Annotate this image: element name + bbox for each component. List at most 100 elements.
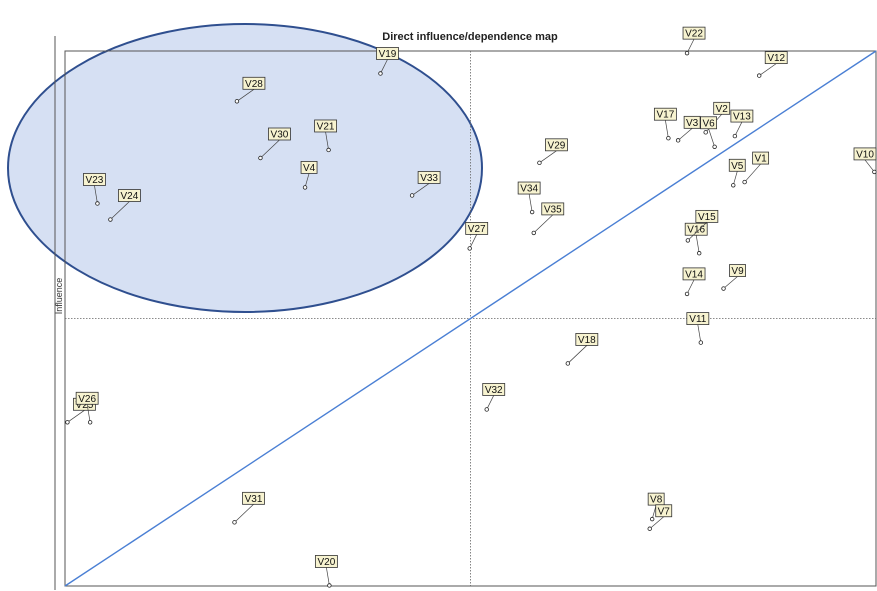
point-label-box — [700, 116, 718, 130]
data-point-v29: V29 — [537, 138, 568, 166]
point-marker — [712, 144, 717, 149]
point-marker — [742, 179, 747, 185]
data-point-v7: V7 — [647, 504, 673, 531]
point-label-box — [545, 138, 568, 152]
leader-line — [110, 201, 130, 220]
leader-line — [649, 516, 664, 530]
point-marker — [703, 130, 708, 135]
point-label-box — [242, 76, 266, 90]
point-marker — [537, 160, 542, 166]
point-label-box — [376, 47, 399, 60]
data-point-v18: V18 — [565, 333, 599, 366]
point-label: V10 — [856, 149, 874, 160]
point-marker — [647, 526, 652, 531]
data-point-v23: V23 — [83, 173, 106, 206]
point-label-box — [853, 147, 877, 161]
leader-line — [380, 59, 388, 74]
point-label: V25 — [76, 400, 94, 411]
point-label: V4 — [303, 163, 316, 174]
data-point-v34: V34 — [517, 181, 541, 215]
data-point-v13: V13 — [730, 109, 754, 139]
point-label: V35 — [544, 204, 562, 215]
point-marker — [649, 516, 655, 522]
point-label-box — [75, 391, 99, 405]
point-label-box — [695, 209, 719, 223]
leader-line — [708, 128, 715, 147]
point-label-box — [575, 333, 599, 346]
point-label-box — [729, 264, 746, 277]
point-label: V17 — [656, 110, 674, 121]
point-marker — [757, 73, 762, 78]
chart-title: Direct influence/dependence map — [382, 31, 558, 43]
point-marker — [232, 520, 237, 525]
point-marker — [529, 209, 535, 215]
point-label-box — [752, 151, 770, 165]
leader-line — [732, 171, 738, 186]
point-label: V18 — [578, 335, 596, 346]
leader-line — [304, 173, 310, 188]
point-marker — [666, 136, 671, 141]
leader-line — [325, 131, 329, 151]
point-marker — [698, 340, 704, 345]
point-marker — [685, 238, 691, 243]
point-label-box — [655, 504, 673, 518]
point-marker — [721, 286, 726, 291]
y-axis-label: Influence — [54, 278, 64, 315]
point-label: V21 — [317, 121, 335, 132]
point-marker — [731, 183, 736, 188]
point-label: V7 — [658, 506, 671, 517]
leader-line — [486, 395, 495, 410]
point-label-box — [683, 115, 701, 129]
leader-line — [469, 234, 478, 249]
point-label: V29 — [548, 140, 566, 151]
leader-line — [759, 63, 777, 76]
data-point-v21: V21 — [314, 119, 337, 153]
point-marker — [732, 133, 738, 139]
leader-line — [94, 185, 98, 204]
data-point-v16: V16 — [684, 222, 708, 256]
data-point-v33: V33 — [409, 171, 441, 198]
diagonal-line-group — [64, 50, 877, 587]
point-label-box — [83, 173, 106, 186]
point-label-box — [730, 109, 754, 123]
point-label: V27 — [468, 224, 486, 235]
leader-line — [326, 567, 330, 586]
point-label-box — [118, 189, 141, 202]
point-label-box — [682, 26, 706, 40]
leader-line — [567, 345, 588, 364]
data-point-v9: V9 — [721, 264, 746, 291]
point-label: V23 — [86, 175, 104, 186]
point-label: V33 — [420, 173, 438, 184]
point-label-box — [541, 202, 565, 216]
point-marker — [484, 407, 489, 412]
data-point-v10: V10 — [853, 147, 877, 175]
data-point-v11: V11 — [686, 312, 710, 345]
point-label-box — [242, 491, 265, 505]
point-marker — [326, 147, 331, 153]
data-point-v31: V31 — [232, 491, 265, 525]
point-label: V26 — [78, 394, 96, 405]
point-label: V19 — [379, 49, 397, 60]
point-label: V12 — [767, 53, 785, 64]
data-point-v22: V22 — [682, 26, 706, 56]
point-label: V20 — [317, 557, 335, 568]
leader-line — [864, 159, 875, 173]
data-point-v1: V1 — [742, 151, 770, 185]
leader-line — [697, 324, 702, 343]
data-point-v20: V20 — [314, 555, 338, 588]
point-label-box — [728, 158, 746, 172]
leader-line — [234, 504, 254, 523]
data-point-v5: V5 — [728, 158, 746, 188]
point-label-box — [713, 101, 731, 115]
point-label: V2 — [716, 104, 729, 115]
leader-line — [67, 410, 85, 423]
data-point-v4: V4 — [300, 161, 318, 190]
point-marker — [234, 99, 240, 104]
data-point-v6: V6 — [700, 116, 718, 149]
point-marker — [684, 291, 690, 297]
point-label-box — [314, 555, 338, 568]
data-points: V19 V28 V21 V30 V4 V33 V23 V24 V27 V29 V34 V35 V22 V1… — [65, 26, 877, 588]
point-marker — [409, 193, 415, 198]
point-label-box — [682, 267, 706, 281]
point-marker — [684, 50, 690, 56]
